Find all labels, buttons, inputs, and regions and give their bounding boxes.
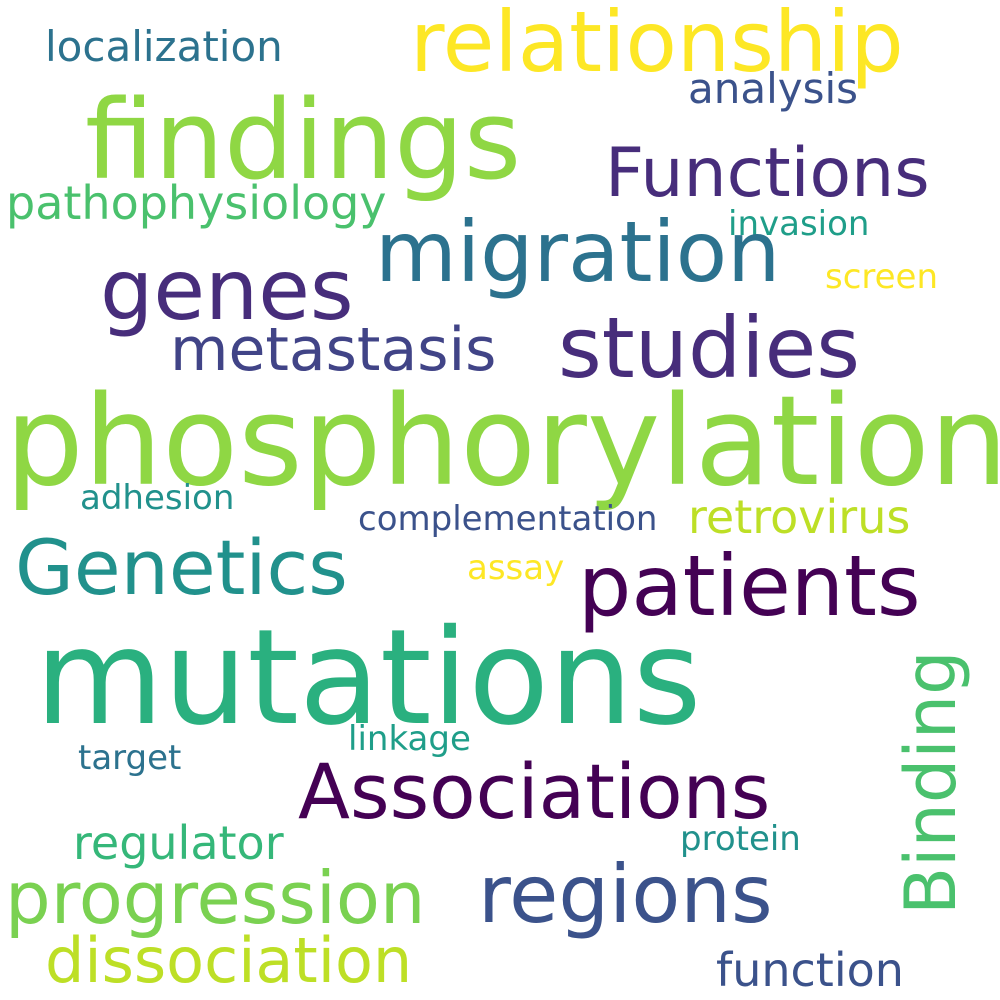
word-assay: assay	[467, 548, 565, 588]
word-adhesion: adhesion	[80, 478, 235, 518]
word-complementation: complementation	[358, 499, 658, 539]
word-regions: regions	[478, 848, 773, 941]
word-findings: findings	[85, 76, 522, 204]
word-linkage: linkage	[348, 719, 471, 759]
word-progression: progression	[5, 856, 426, 940]
word-protein: protein	[680, 819, 801, 859]
word-function: function	[716, 943, 904, 997]
word-phosphorylation: phosphorylation	[5, 370, 1000, 514]
word-relationship: relationship	[410, 0, 904, 91]
word-genes: genes	[100, 241, 354, 339]
word-associations: Associations	[298, 747, 771, 836]
word-functions: Functions	[605, 134, 930, 213]
word-dissociation: dissociation	[45, 924, 413, 997]
word-pathophysiology: pathophysiology	[6, 176, 387, 230]
word-patients: patients	[578, 537, 921, 635]
word-binding: Binding	[890, 650, 972, 915]
word-invasion: invasion	[728, 204, 870, 244]
word-metastasis: metastasis	[170, 315, 497, 385]
word-regulator: regulator	[73, 816, 284, 870]
word-migration: migration	[375, 203, 781, 301]
word-target: target	[78, 738, 182, 778]
word-analysis: analysis	[688, 64, 859, 113]
word-studies: studies	[558, 299, 861, 397]
word-retrovirus: retrovirus	[688, 490, 911, 544]
word-localization: localization	[45, 22, 283, 71]
word-genetics: Genetics	[15, 523, 348, 612]
word-mutations: mutations	[35, 601, 702, 755]
word-screen: screen	[825, 257, 939, 297]
